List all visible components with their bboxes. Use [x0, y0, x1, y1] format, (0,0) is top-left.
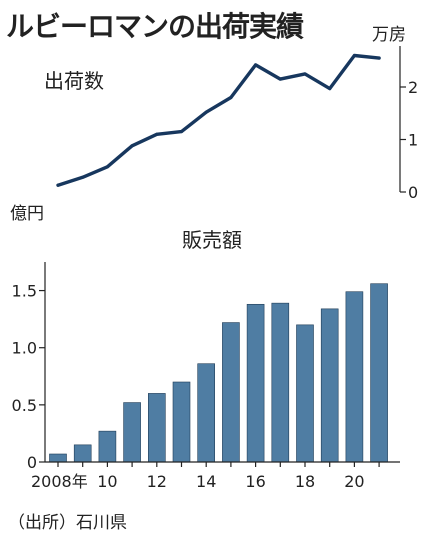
sales-bar: [172, 381, 191, 463]
sales-bar: [222, 322, 240, 463]
sales-bar: [49, 453, 67, 463]
sales-bar: [271, 302, 290, 463]
shipments-point: [81, 175, 85, 179]
shipments-point: [180, 130, 183, 134]
sales-bar: [370, 283, 388, 463]
bar-x-tick-label: 20: [344, 472, 364, 491]
sales-bar: [197, 363, 215, 463]
sales-bar: [148, 393, 166, 463]
shipments-point: [105, 165, 109, 169]
shipments-point: [254, 63, 258, 67]
bar-unit-label: 億円: [10, 204, 44, 224]
bar-y-tick-label: 0.5: [12, 396, 37, 415]
sales-bar: [345, 291, 364, 463]
bar-x-tick-label: 16: [245, 472, 265, 491]
bar-y-tick-label: 0: [27, 453, 37, 472]
bar-x-tick-label: 18: [295, 472, 315, 491]
shipments-line: [56, 53, 381, 187]
bar-x-tick-label: 2008年: [31, 472, 88, 491]
line-y-tick-label: 1: [408, 131, 418, 150]
bar-chart-title: 販売額: [182, 228, 242, 252]
shipments-point: [155, 132, 159, 136]
line-y-tick-label: 0: [408, 183, 418, 202]
bar-y-tick-label: 1.0: [12, 339, 37, 358]
bar-y-tick-label: 1.5: [12, 282, 37, 301]
source-note: （出所）石川県: [8, 513, 127, 533]
shipments-point: [229, 96, 233, 99]
shipments-point: [130, 144, 134, 148]
shipments-point: [352, 54, 356, 57]
shipments-point: [377, 56, 381, 60]
sales-bar: [123, 402, 141, 463]
sales-bar: [73, 444, 92, 463]
line-chart-title: 出荷数: [44, 69, 104, 93]
sales-bar: [246, 303, 265, 463]
bar-x-tick-label: 12: [147, 472, 167, 491]
shipments-point: [328, 87, 332, 91]
bar-x-tick-label: 14: [196, 472, 216, 491]
shipments-point: [56, 183, 60, 187]
line-y-tick-label: 2: [408, 78, 418, 97]
sales-bar: [320, 308, 339, 463]
shipments-point: [303, 72, 307, 76]
shipments-point: [204, 110, 208, 114]
sales-bar: [296, 324, 314, 463]
sales-bar: [98, 430, 117, 463]
bar-x-tick-label: 10: [97, 472, 117, 491]
shipments-point: [278, 77, 282, 81]
line-unit-label: 万房: [372, 25, 406, 45]
chart-title: ルビーロマンの出荷実績: [6, 10, 304, 43]
